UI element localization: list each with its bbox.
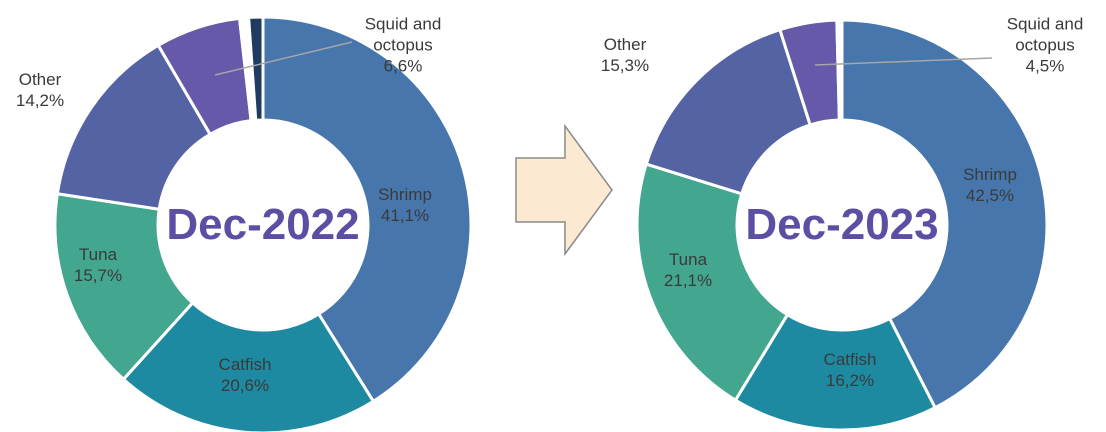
value-label: 15,3% bbox=[600, 56, 650, 75]
category-label: Squid and octopus bbox=[364, 14, 442, 55]
category-label: Catfish bbox=[218, 355, 272, 374]
donut-segment bbox=[55, 43, 213, 211]
value-label: 41,1% bbox=[380, 206, 430, 225]
donut-segment bbox=[53, 192, 195, 382]
donut-segment bbox=[733, 312, 938, 432]
category-label: Catfish bbox=[823, 350, 877, 369]
donut-segment bbox=[635, 162, 790, 403]
donut-segment bbox=[121, 300, 376, 432]
leader-line bbox=[214, 41, 353, 76]
arrow bbox=[515, 123, 613, 257]
value-label: 4,5% bbox=[1025, 56, 1065, 76]
donut-segment bbox=[261, 15, 473, 404]
donut-segment bbox=[644, 27, 813, 196]
value-label: 15,7% bbox=[73, 266, 123, 285]
category-label: Squid and octopus bbox=[1006, 14, 1084, 55]
data-label: Squid and octopus 4,5% bbox=[995, 14, 1095, 77]
data-label: Catfish 20,6% bbox=[219, 354, 272, 396]
data-label: Catfish 16,2% bbox=[824, 349, 877, 391]
value-label: 42,5% bbox=[965, 186, 1015, 205]
chart-title: Dec-2022 bbox=[166, 200, 360, 249]
leader-line bbox=[814, 57, 993, 66]
donut-segment bbox=[835, 18, 844, 122]
value-label: 21,1% bbox=[663, 271, 713, 290]
category-label: Tuna bbox=[78, 245, 118, 264]
donut-segment bbox=[247, 15, 265, 122]
chart-title: Dec-2023 bbox=[745, 200, 939, 249]
value-label: 14,2% bbox=[15, 91, 65, 110]
category-label: Other bbox=[603, 35, 647, 54]
value-label: 16,2% bbox=[825, 371, 875, 390]
data-label: Tuna 21,1% bbox=[664, 249, 712, 291]
data-label: Squid and octopus 6,6% bbox=[353, 14, 453, 77]
value-label: 20,6% bbox=[220, 376, 270, 395]
data-label: Other 15,3% bbox=[601, 34, 649, 76]
data-label: Other 14,2% bbox=[16, 69, 64, 111]
value-label: 6,6% bbox=[383, 56, 423, 76]
category-label: Shrimp bbox=[963, 165, 1017, 184]
data-label: Shrimp 42,5% bbox=[963, 164, 1017, 206]
category-label: Tuna bbox=[668, 250, 708, 269]
donut-segment bbox=[840, 18, 1049, 410]
category-label: Shrimp bbox=[378, 185, 432, 204]
data-label: Tuna 15,7% bbox=[74, 244, 122, 286]
category-label: Other bbox=[18, 70, 62, 89]
data-label: Shrimp 41,1% bbox=[378, 184, 432, 226]
